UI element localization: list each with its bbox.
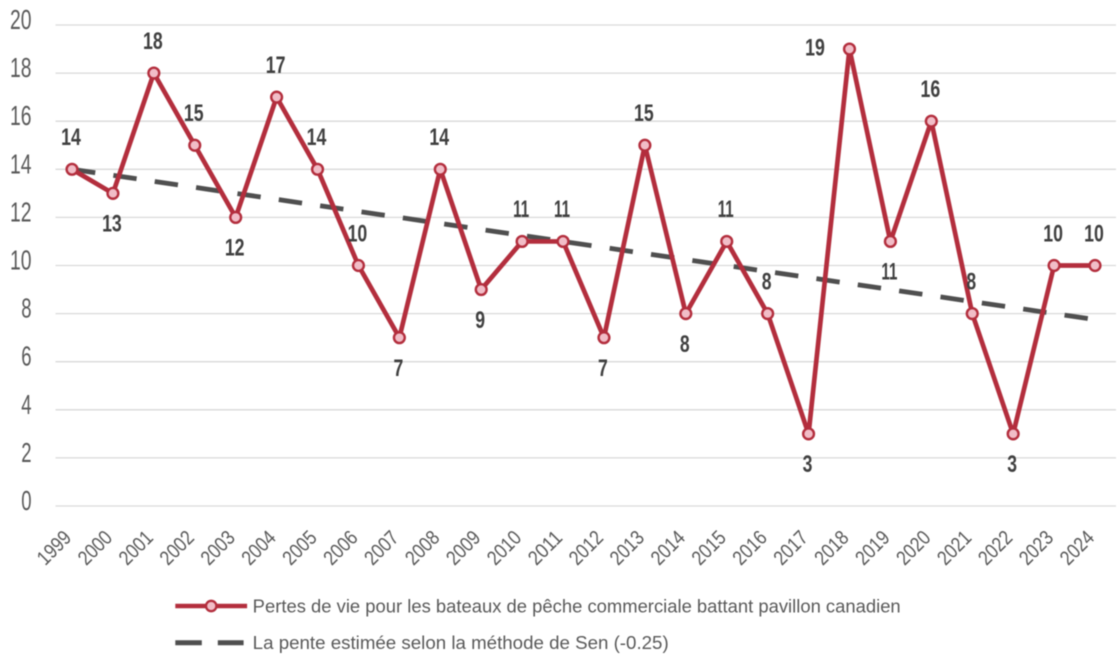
svg-text:2014: 2014 [646, 526, 689, 569]
svg-text:14: 14 [429, 124, 449, 151]
svg-text:15: 15 [634, 100, 654, 127]
svg-text:14: 14 [10, 148, 32, 179]
svg-text:2011: 2011 [524, 526, 567, 569]
svg-text:2022: 2022 [974, 526, 1017, 569]
svg-text:2008: 2008 [401, 526, 444, 569]
svg-text:2000: 2000 [73, 526, 116, 569]
svg-text:20: 20 [10, 4, 32, 35]
svg-text:2010: 2010 [483, 526, 526, 569]
svg-text:10: 10 [1084, 220, 1104, 247]
svg-text:16: 16 [920, 76, 940, 103]
svg-text:2024: 2024 [1056, 526, 1099, 569]
svg-text:6: 6 [21, 341, 31, 372]
svg-text:3: 3 [803, 451, 813, 478]
svg-text:8: 8 [21, 293, 31, 324]
svg-text:17: 17 [266, 52, 286, 79]
svg-text:2005: 2005 [278, 526, 321, 569]
svg-text:10: 10 [348, 220, 368, 247]
svg-text:1999: 1999 [33, 526, 76, 569]
svg-text:18: 18 [10, 52, 32, 83]
svg-text:Pertes de vie pour les bateaux: Pertes de vie pour les bateaux de pêche … [253, 596, 901, 616]
svg-text:11: 11 [881, 259, 897, 286]
svg-text:11: 11 [554, 196, 570, 223]
svg-text:19: 19 [805, 34, 825, 61]
svg-text:14: 14 [61, 124, 81, 151]
svg-text:12: 12 [225, 235, 245, 262]
svg-text:2023: 2023 [1015, 526, 1058, 569]
svg-text:2002: 2002 [155, 526, 198, 569]
svg-text:7: 7 [393, 355, 403, 382]
svg-text:2007: 2007 [360, 526, 403, 569]
svg-text:11: 11 [718, 196, 734, 223]
svg-text:2004: 2004 [237, 526, 280, 569]
svg-text:2015: 2015 [687, 526, 730, 569]
svg-text:4: 4 [21, 389, 31, 420]
svg-text:10: 10 [1043, 220, 1063, 247]
svg-text:8: 8 [762, 268, 772, 295]
svg-text:9: 9 [475, 307, 485, 334]
svg-text:La pente estimée selon la méth: La pente estimée selon la méthode de Sen… [253, 633, 669, 653]
svg-text:16: 16 [10, 100, 32, 131]
svg-text:13: 13 [102, 211, 122, 238]
svg-text:3: 3 [1007, 451, 1017, 478]
svg-text:18: 18 [143, 28, 163, 55]
svg-text:2019: 2019 [851, 526, 894, 569]
svg-text:8: 8 [966, 268, 976, 295]
svg-text:15: 15 [184, 100, 204, 127]
svg-text:2012: 2012 [565, 526, 608, 569]
svg-text:11: 11 [513, 196, 529, 223]
svg-text:0: 0 [21, 485, 31, 516]
svg-text:2009: 2009 [442, 526, 485, 569]
svg-text:2006: 2006 [319, 526, 362, 569]
svg-text:14: 14 [307, 124, 327, 151]
svg-text:2017: 2017 [769, 526, 812, 569]
svg-text:2016: 2016 [728, 526, 771, 569]
svg-text:2: 2 [21, 437, 31, 468]
svg-text:2001: 2001 [114, 526, 157, 569]
svg-text:2003: 2003 [196, 526, 239, 569]
svg-text:2018: 2018 [810, 526, 853, 569]
svg-text:7: 7 [598, 355, 608, 382]
svg-text:2020: 2020 [892, 526, 935, 569]
svg-text:12: 12 [10, 196, 32, 227]
svg-text:8: 8 [680, 331, 690, 358]
svg-text:10: 10 [10, 245, 32, 276]
svg-text:2013: 2013 [605, 526, 648, 569]
svg-text:2021: 2021 [933, 526, 976, 569]
